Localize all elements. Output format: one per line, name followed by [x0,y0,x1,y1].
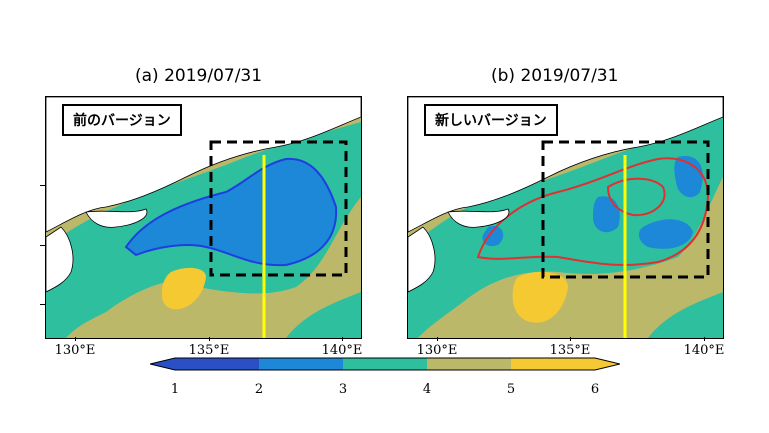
lat-tick-mark [40,245,45,246]
lon-tick-label: 135°E [188,343,230,358]
ocean-class-2-3-patch [674,156,703,198]
ocean-class-2-3-patch [482,226,504,247]
panel-b-title: (b) 2019/07/31 [491,66,619,86]
colorbar-tick-label: 4 [422,382,432,397]
colorbar-extend-right [595,358,620,370]
contour-line-b-inner [606,177,666,217]
lon-tick-label: 135°E [549,343,591,358]
colorbar-segment [343,358,427,370]
colorbar-tick-label: 2 [254,382,264,397]
lon-tick-label: 140°E [683,343,725,358]
map-panel-a: 前のバージョン [45,96,362,339]
tick-mark [75,337,76,341]
colorbar-segment [175,358,259,370]
ocean-class-5-6 [161,267,206,310]
colorbar-tick-label: 3 [338,382,348,397]
tick-mark [704,337,705,341]
colorbar-tick-label: 5 [506,382,516,397]
colorbar-segment [259,358,343,370]
tick-mark [342,337,343,341]
ocean-class-3-4-south [286,292,361,338]
dashed-region-box [209,140,348,277]
tick-mark [570,337,571,341]
lat-tick-mark [40,304,45,305]
land-shikoku [447,208,510,228]
colorbar-tick-label: 1 [170,382,180,397]
contour-line-b [476,157,710,266]
dashed-region-box [541,140,710,279]
tick-mark [209,337,210,341]
version-label-b: 新しいバージョン [424,104,558,136]
tick-mark [437,337,438,341]
colorbar-graphic [149,357,621,371]
colorbar-tick-label: 6 [590,382,600,397]
land-kyushu [46,226,74,293]
ocean-class-2-3-patch [593,196,620,233]
lon-tick-label: 130°E [54,343,96,358]
map-panel-b: 新しいバージョン [407,96,724,339]
lat-tick-mark [40,185,45,186]
contour-line-a [124,157,338,267]
ocean-class-5-6 [512,271,568,323]
colorbar-segment [427,358,511,370]
colorbar [149,356,621,376]
colorbar-segment [511,358,595,370]
panel-a-title: (a) 2019/07/31 [135,66,263,86]
version-label-a: 前のバージョン [62,104,182,136]
colorbar-extend-left [150,358,175,370]
land-shikoku [85,208,148,228]
ocean-class-3-4-south [648,292,723,338]
ocean-class-2-3 [126,158,337,266]
lon-tick-label: 140°E [321,343,363,358]
ocean-class-3-4 [408,117,723,338]
ocean-class-2-3-patch [638,219,693,249]
lon-tick-label: 130°E [416,343,458,358]
map-b-graphic [408,97,723,338]
land-kyushu [408,226,436,293]
